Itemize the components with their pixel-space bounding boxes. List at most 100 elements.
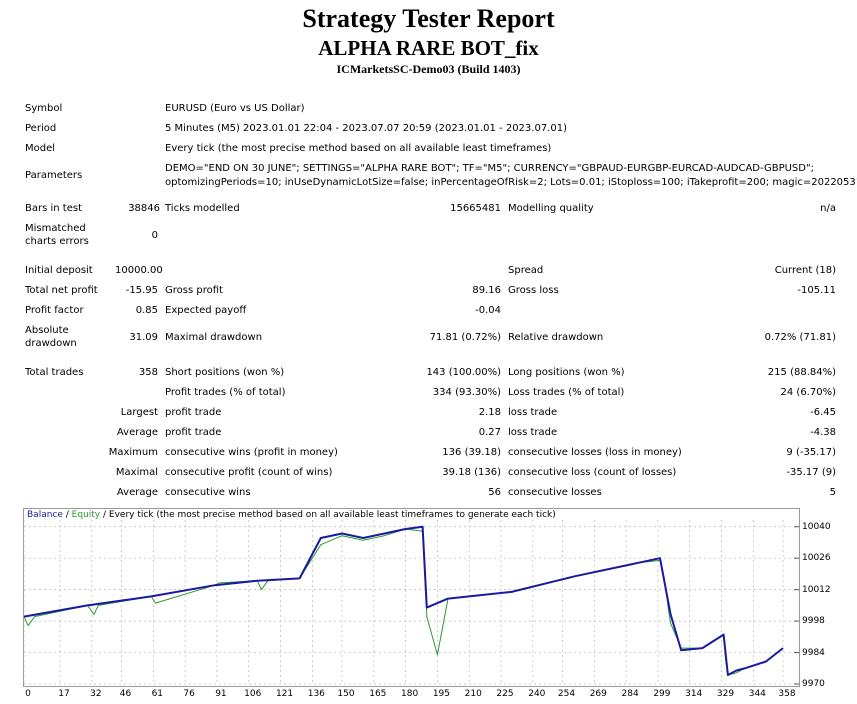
x-tick-label: 61 [151, 689, 164, 699]
period-label: Period [25, 123, 57, 134]
avg-cons-wins-label: consecutive wins [165, 487, 251, 498]
total-trades-label: Total trades [25, 367, 84, 378]
x-tick-label: 106 [244, 689, 262, 699]
parameters-line-2: optomizingPeriods=10; inUseDynamicLotSiz… [165, 177, 857, 188]
spread-value: Current (18) [774, 265, 836, 276]
profit-factor-label: Profit factor [25, 305, 84, 316]
model-label: Model [25, 143, 56, 154]
x-tick-label: 76 [183, 689, 195, 699]
report-title: Strategy Tester Report [302, 4, 555, 33]
symbol-label: Symbol [25, 103, 63, 114]
y-tick-label: 9998 [802, 616, 825, 627]
y-tick-label: 10026 [802, 553, 831, 564]
legend-description: / Every tick (the most precise method ba… [100, 510, 556, 520]
max-cons-wins-value: 136 (39.18) [442, 447, 501, 458]
spread-label: Spread [508, 265, 544, 276]
parameters-line-1: DEMO="END ON 30 JUNE"; SETTINGS="ALPHA R… [165, 163, 814, 174]
expected-payoff-value: -0.04 [475, 305, 501, 316]
mismatch-label-1: Mismatched [25, 223, 86, 234]
maximum-label: Maximum [108, 447, 158, 458]
largest-profit-label: profit trade [165, 407, 222, 418]
net-profit-value: -15.95 [125, 285, 158, 296]
x-tick-label: 165 [369, 689, 387, 699]
x-tick-label: 91 [215, 689, 227, 699]
avg-cons-losses-value: 5 [829, 487, 836, 498]
y-tick-label: 9970 [802, 679, 825, 689]
x-tick-label: 240 [528, 689, 546, 699]
largest-label: Largest [120, 407, 158, 418]
x-tick-label: 299 [653, 689, 671, 699]
x-tick-label: 225 [496, 689, 514, 699]
maximal-label: Maximal [115, 467, 158, 478]
x-tick-label: 329 [716, 689, 735, 699]
x-tick-label: 344 [748, 689, 766, 699]
profit-trades-label: Profit trades (% of total) [165, 387, 286, 398]
x-tick-label: 46 [119, 689, 132, 699]
x-tick-label: 180 [401, 689, 419, 699]
average2-label: Average [116, 487, 158, 498]
bars-label: Bars in test [25, 203, 82, 214]
ticks-label: Ticks modelled [165, 203, 240, 214]
relative-dd-label: Relative drawdown [508, 332, 604, 343]
report-subtitle: ALPHA RARE BOT_fix [318, 36, 539, 60]
bars-value: 38846 [128, 203, 160, 214]
x-tick-label: 0 [25, 689, 31, 699]
x-tick-label: 358 [778, 689, 796, 699]
y-tick-label: 10040 [802, 521, 831, 532]
relative-dd-value: 0.72% (71.81) [764, 332, 836, 343]
maximal-cons-profit-label: consecutive profit (count of wins) [165, 467, 333, 478]
average-loss-value: -4.38 [810, 427, 836, 438]
average-profit-value: 0.27 [478, 427, 501, 438]
long-positions-label: Long positions (won %) [508, 367, 625, 378]
total-trades-value: 358 [138, 367, 158, 378]
legend-equity: Equity [71, 510, 101, 520]
y-tick-label: 10012 [802, 584, 831, 595]
x-tick-label: 136 [307, 689, 325, 699]
period-value: 5 Minutes (M5) 2023.01.01 22:04 - 2023.0… [165, 123, 567, 134]
maximal-cons-loss-label: consecutive loss (count of losses) [508, 467, 677, 478]
x-tick-label: 314 [685, 689, 703, 699]
x-tick-label: 150 [337, 689, 355, 699]
loss-trades-label: Loss trades (% of total) [508, 387, 625, 398]
max-cons-losses-value: 9 (-35.17) [786, 447, 836, 458]
balance-series-line [23, 525, 784, 676]
gross-loss-value: -105.11 [797, 285, 836, 296]
average-loss-label: loss trade [508, 427, 558, 438]
x-tick-label: 195 [432, 689, 450, 699]
average-label: Average [116, 427, 158, 438]
balance-chart-frame [23, 508, 800, 687]
short-positions-value: 143 (100.00%) [426, 367, 501, 378]
gross-profit-label: Gross profit [165, 285, 223, 296]
y-tick-label: 9984 [802, 647, 825, 658]
mismatch-label-2: charts errors [25, 236, 89, 247]
parameters-label: Parameters [25, 170, 83, 181]
largest-loss-value: -6.45 [810, 407, 836, 418]
quality-label: Modelling quality [508, 203, 594, 214]
net-profit-label: Total net profit [25, 285, 98, 296]
profit-factor-value: 0.85 [135, 305, 158, 316]
max-cons-losses-label: consecutive losses (loss in money) [508, 447, 682, 458]
maximal-cons-loss-value: -35.17 (9) [786, 467, 836, 478]
expected-payoff-label: Expected payoff [165, 305, 247, 316]
absolute-dd-value: 31.09 [129, 332, 158, 343]
x-tick-label: 269 [589, 689, 607, 699]
legend-balance: Balance [27, 510, 63, 520]
profit-trades-value: 334 (93.30%) [432, 387, 501, 398]
symbol-value: EURUSD (Euro vs US Dollar) [165, 103, 305, 114]
x-tick-label: 254 [557, 689, 576, 699]
x-tick-label: 284 [621, 689, 639, 699]
gross-loss-label: Gross loss [508, 285, 559, 296]
mismatch-value: 0 [151, 230, 158, 241]
model-value: Every tick (the most precise method base… [165, 143, 552, 154]
avg-cons-wins-value: 56 [488, 487, 501, 498]
loss-trades-value: 24 (6.70%) [780, 387, 836, 398]
x-tick-label: 17 [58, 689, 70, 699]
x-tick-label: 121 [275, 689, 294, 699]
average-profit-label: profit trade [165, 427, 222, 438]
maximal-dd-value: 71.81 (0.72%) [429, 332, 501, 343]
ticks-value: 15665481 [450, 203, 501, 214]
quality-value: n/a [820, 203, 836, 214]
avg-cons-losses-label: consecutive losses [508, 487, 602, 498]
server-info: ICMarketsSC-Demo03 (Build 1403) [336, 62, 521, 76]
